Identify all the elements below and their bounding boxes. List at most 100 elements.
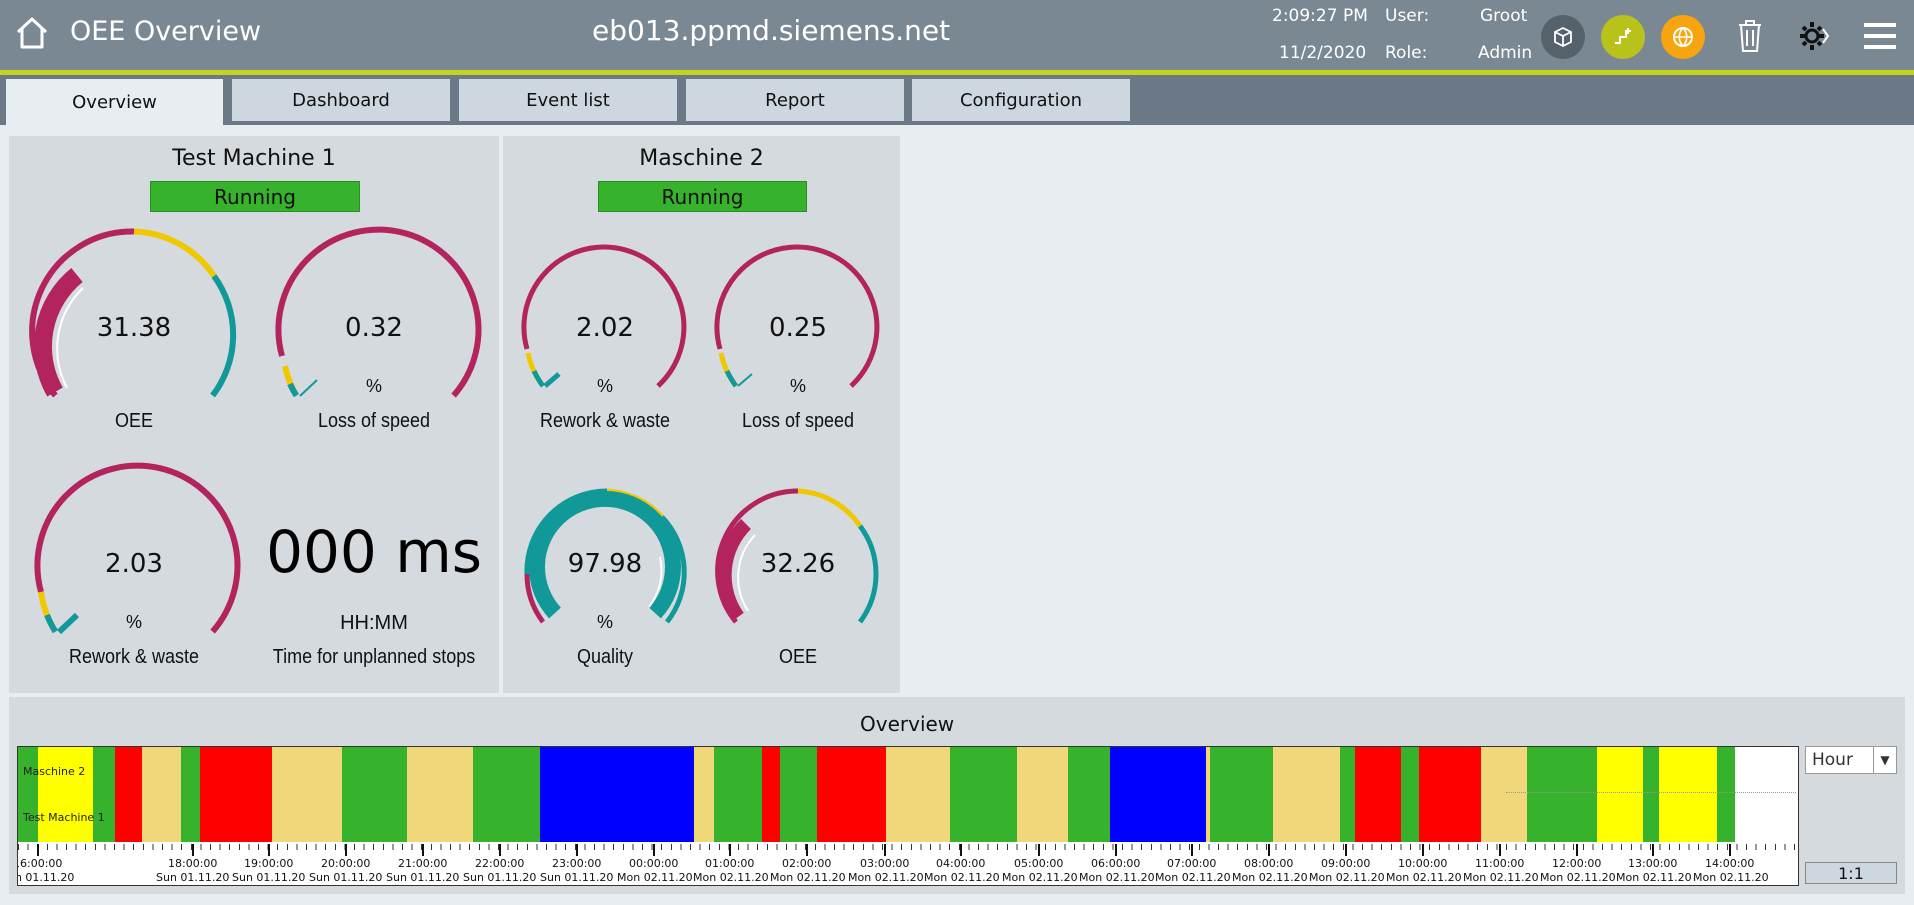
timeline-tick-date: Mon 02.11.20 <box>1232 871 1308 884</box>
machine1-stop-time-label: Time for unplanned stops <box>272 646 476 668</box>
timeline-tick-time: 10:00:00 <box>1398 857 1448 870</box>
trash-icon[interactable] <box>1728 14 1772 58</box>
timeline-tick-time: 07:00:00 <box>1167 857 1217 870</box>
timeline-segment <box>18 747 38 842</box>
timeline-segment <box>1340 747 1355 842</box>
role-value: Admin <box>1478 43 1533 63</box>
timeline-major-tick <box>653 844 655 856</box>
machine2-loss-of-speed-gauge <box>714 244 880 388</box>
timeline-minor-ticks <box>18 844 1798 850</box>
machine2-oee-label: OEE <box>778 646 818 668</box>
timeline-tick-time: 23:00:00 <box>552 857 602 870</box>
app-title: OEE Overview <box>70 16 262 47</box>
timeline-row-label: Maschine 2 <box>23 765 86 778</box>
timeline-major-tick <box>192 844 194 856</box>
timeline-major-tick <box>1729 844 1731 856</box>
timeline-segment <box>1068 747 1110 842</box>
timeline-tick-time: 12:00:00 <box>1552 857 1602 870</box>
timeline-major-tick <box>1499 844 1501 856</box>
timeline-row-label: Test Machine 1 <box>23 811 105 824</box>
machine2-loss-of-speed-unit: % <box>789 376 806 396</box>
timeline-segment <box>1401 747 1419 842</box>
timeline-tick-time: 20:00:00 <box>321 857 371 870</box>
timeline-major-tick <box>1652 844 1654 856</box>
timeline-segment <box>1273 747 1340 842</box>
timeline-tick-time: 21:00:00 <box>398 857 448 870</box>
clock-time: 2:09:27 PM <box>1272 6 1368 26</box>
timeline-tick-date: Mon 02.11.20 <box>1155 871 1231 884</box>
machine1-rework-waste-label: Rework & waste <box>68 646 200 668</box>
timeline-segment <box>1017 747 1068 842</box>
timeline-segment <box>540 747 694 842</box>
tab-dashboard[interactable]: Dashboard <box>232 79 450 121</box>
timeline-tick-time: 19:00:00 <box>244 857 294 870</box>
timeline-tick-date: Sun 01.11.20 <box>18 871 75 884</box>
timeline-segment <box>1419 747 1481 842</box>
timeline-segment <box>1355 747 1401 842</box>
timeline-major-tick <box>1115 844 1117 856</box>
timeline-tick-date: Mon 02.11.20 <box>1693 871 1769 884</box>
timeline-segment <box>950 747 1017 842</box>
timeline-segment <box>714 747 762 842</box>
timeline-tick-date: Mon 02.11.20 <box>1540 871 1616 884</box>
scale-select-value: Hour <box>1812 750 1853 770</box>
timeline-segment <box>886 747 950 842</box>
timeline-tick-time: 03:00:00 <box>860 857 910 870</box>
timeline-tick-time: 01:00:00 <box>705 857 755 870</box>
timeline-segment <box>200 747 272 842</box>
machine2-status-badge: Running <box>598 181 807 212</box>
timeline-tick-time: 08:00:00 <box>1244 857 1294 870</box>
role-label: Role: <box>1385 43 1428 63</box>
timeline-major-tick <box>884 844 886 856</box>
top-bar <box>0 0 1914 70</box>
machine2-rework-waste-gauge <box>521 244 687 388</box>
timeline-tick-date: Sun 01.11.20 <box>540 871 614 884</box>
timeline-major-tick <box>1576 844 1578 856</box>
user-value: Groot <box>1480 6 1528 26</box>
timeline-tick-time: 04:00:00 <box>936 857 986 870</box>
tab-overview[interactable]: Overview <box>6 79 223 125</box>
tab-event-list[interactable]: Event list <box>459 79 677 121</box>
globe-icon[interactable] <box>1661 15 1705 59</box>
host-name: eb013.ppmd.siemens.net <box>592 14 951 47</box>
timeline-tick-date: Mon 02.11.20 <box>1309 871 1385 884</box>
timeline-segment <box>1659 747 1717 842</box>
workflow-icon[interactable] <box>1601 15 1645 59</box>
tab-report[interactable]: Report <box>686 79 904 121</box>
machine2-rework-waste-label: Rework & waste <box>539 410 671 432</box>
timeline-major-tick <box>422 844 424 856</box>
timeline-segment <box>780 747 817 842</box>
timeline-segment <box>181 747 200 842</box>
machine1-loss-of-speed-unit: % <box>365 376 382 396</box>
timeline-tick-date: Sun 01.11.20 <box>156 871 230 884</box>
menu-icon[interactable] <box>1858 14 1902 58</box>
zoom-ratio-button[interactable]: 1:1 <box>1805 862 1897 884</box>
machine2-quality-value: 97.98 <box>567 549 643 579</box>
timeline-tick-date: Mon 02.11.20 <box>1002 871 1078 884</box>
timeline-major-tick <box>1422 844 1424 856</box>
chevron-down-icon[interactable]: ▼ <box>1873 747 1896 773</box>
machine1-oee-gauge <box>29 228 237 398</box>
machine1-rework-waste-unit: % <box>125 612 142 632</box>
machine2-quality-unit: % <box>596 612 613 632</box>
timeline-tick-time: 00:00:00 <box>629 857 679 870</box>
timeline-segment <box>1206 747 1210 842</box>
timeline-segment <box>1527 747 1597 842</box>
timeline-major-tick <box>806 844 808 856</box>
timeline-tick-date: Sun 01.11.20 <box>386 871 460 884</box>
home-icon[interactable] <box>14 15 50 51</box>
timeline-tick-time: 02:00:00 <box>782 857 832 870</box>
timeline-segment <box>1597 747 1643 842</box>
tab-configuration[interactable]: Configuration <box>912 79 1130 121</box>
timeline-tick-date: Mon 02.11.20 <box>1463 871 1539 884</box>
machine2-rework-waste-value: 2.02 <box>576 313 634 343</box>
machine2-quality-label: Quality <box>576 646 634 668</box>
timeline-segment <box>342 747 407 842</box>
cube-icon[interactable] <box>1541 15 1585 59</box>
timeline-major-tick <box>960 844 962 856</box>
timeline-segment <box>1481 747 1527 842</box>
settings-gear-icon[interactable] <box>1792 14 1836 58</box>
machine1-title: Test Machine 1 <box>172 146 336 171</box>
scale-select[interactable]: Hour ▼ <box>1805 746 1897 774</box>
